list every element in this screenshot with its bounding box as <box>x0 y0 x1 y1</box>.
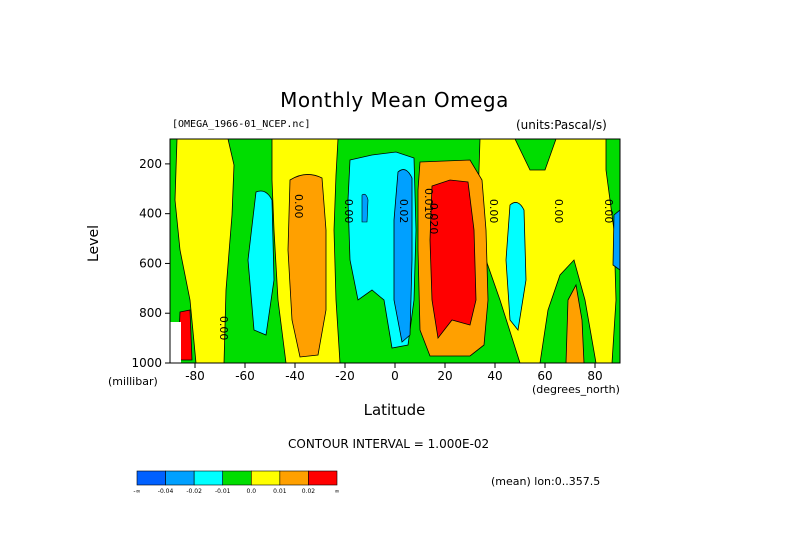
x-tick-label: -40 <box>285 369 305 383</box>
region-yellow-sh <box>174 139 235 363</box>
colorbar-swatch <box>279 470 309 486</box>
colorbar-end-label: ∞ <box>335 488 340 495</box>
colorbar-level-label: -0.01 <box>215 488 231 495</box>
contour-label: 0.00 <box>292 194 305 219</box>
y-tick-label: 1000 <box>131 356 162 370</box>
x-axis-unit: (degrees_north) <box>532 383 620 396</box>
colorbar-swatch <box>222 470 252 486</box>
contour-label: 0.00 <box>602 199 615 224</box>
colorbar-swatch <box>250 470 281 486</box>
y-tick-label: 600 <box>139 256 162 270</box>
y-tick-label: 800 <box>139 306 162 320</box>
units-label: (units:Pascal/s) <box>516 118 607 132</box>
x-axis-label: Latitude <box>363 401 426 419</box>
region-red-eq <box>429 179 477 339</box>
missing-data <box>170 322 181 363</box>
mean-longitude-note: (mean) lon:0..357.5 <box>491 475 601 488</box>
colorbar-swatch <box>136 470 166 486</box>
region-orange-sh <box>287 174 327 358</box>
x-tick-label: 0 <box>391 369 399 383</box>
region-cyan-nh <box>505 202 527 331</box>
colorbar-level-label: -0.04 <box>158 488 174 495</box>
y-tick-label: 400 <box>139 207 162 221</box>
contour-interval-note: CONTOUR INTERVAL = 1.000E-02 <box>288 437 490 451</box>
contour-label: 0.00 <box>217 316 230 341</box>
x-tick-label: -20 <box>335 369 355 383</box>
colorbar-level-label: 0.01 <box>273 488 287 495</box>
colorbar-swatch <box>193 470 224 486</box>
colorbar-level-label: 0.02 <box>302 488 316 495</box>
source-file-label: [OMEGA_1966-01_NCEP.nc] <box>172 119 311 130</box>
contour-label: 0.00 <box>342 199 355 224</box>
x-tick-label: 80 <box>587 369 602 383</box>
colorbar-end-label: -∞ <box>133 488 140 495</box>
x-tick-label: -80 <box>185 369 205 383</box>
y-tick-label: 200 <box>139 157 162 171</box>
contour-label: 0.010 <box>422 188 435 220</box>
region-lightblue-nh <box>612 209 620 271</box>
contour-label: 0.00 <box>552 199 565 224</box>
colorbar-swatch <box>308 470 338 486</box>
x-tick-label: 40 <box>487 369 502 383</box>
colorbar-level-label: -0.02 <box>186 488 202 495</box>
region-orange-nh <box>565 283 585 363</box>
chart-title: Monthly Mean Omega <box>280 88 509 112</box>
x-tick-label: 20 <box>437 369 452 383</box>
colorbar-level-label: 0.0 <box>247 488 257 495</box>
region-cyan-sh <box>247 190 275 336</box>
y-axis-unit: (millibar) <box>108 375 158 388</box>
x-tick-label: 60 <box>537 369 552 383</box>
colorbar-swatch <box>165 470 195 486</box>
contour-label: 0.02 <box>397 199 410 224</box>
region-lightblue-eq <box>393 169 413 343</box>
contour-label: 0.020 <box>427 203 440 235</box>
region-lightblue-spot <box>361 193 369 223</box>
contour-label: 0.00 <box>487 199 500 224</box>
x-tick-label: -60 <box>235 369 255 383</box>
